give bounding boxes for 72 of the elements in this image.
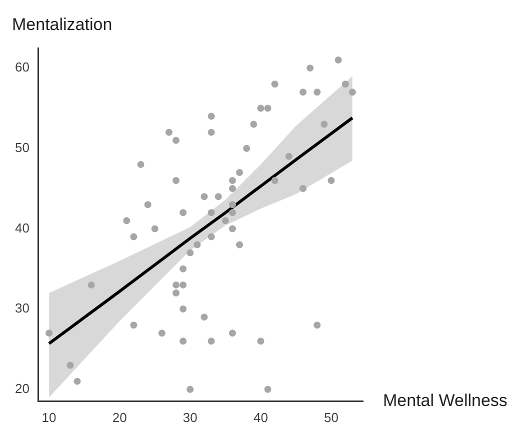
point	[250, 120, 258, 128]
point	[130, 233, 138, 240]
point	[320, 120, 328, 128]
point	[328, 177, 335, 184]
point	[264, 104, 272, 112]
y-tick-label: 60	[14, 60, 30, 75]
point	[243, 144, 250, 152]
point	[200, 314, 208, 321]
point	[314, 322, 321, 329]
y-tick-label: 20	[14, 380, 30, 396]
point	[130, 322, 138, 329]
point	[300, 185, 307, 192]
point	[208, 338, 215, 345]
point	[180, 338, 187, 345]
point	[172, 136, 180, 144]
point	[271, 177, 278, 184]
point	[228, 209, 236, 216]
point	[208, 128, 215, 136]
point	[228, 225, 236, 232]
point	[74, 378, 81, 385]
point	[334, 56, 342, 64]
point	[222, 217, 229, 224]
x-tick-label: 40	[253, 410, 268, 425]
x-tick-label: 20	[112, 410, 127, 425]
point	[186, 249, 194, 256]
point	[228, 201, 236, 208]
point	[172, 177, 180, 184]
point	[257, 104, 264, 112]
y-tick-label: 40	[14, 220, 30, 236]
point	[306, 64, 314, 72]
y-tick-label: 50	[14, 140, 30, 155]
point	[214, 193, 222, 200]
point	[158, 330, 166, 337]
point	[342, 80, 349, 88]
point	[208, 112, 215, 120]
point	[228, 185, 236, 192]
point	[180, 265, 187, 272]
point	[172, 289, 180, 296]
point	[228, 330, 236, 337]
point	[180, 281, 187, 288]
point	[194, 241, 201, 248]
point	[314, 88, 321, 96]
point	[236, 168, 244, 176]
point	[271, 80, 278, 88]
point	[300, 88, 307, 96]
point	[151, 225, 158, 232]
point	[123, 217, 130, 224]
point	[137, 160, 144, 168]
point	[172, 281, 180, 288]
point	[180, 209, 187, 216]
point	[186, 386, 194, 393]
point	[208, 233, 215, 240]
y-axis-title: Mentalization	[12, 15, 112, 34]
point	[348, 88, 356, 96]
point	[257, 338, 264, 345]
point	[236, 241, 244, 248]
point	[264, 386, 272, 393]
point	[180, 306, 187, 313]
point	[165, 128, 172, 136]
x-axis-title: Mental Wellness	[383, 391, 508, 410]
x-tick-label: 10	[42, 410, 56, 425]
point	[208, 209, 215, 216]
x-tick-label: 50	[324, 410, 338, 425]
x-tick-label: 30	[182, 410, 198, 425]
point	[200, 193, 208, 200]
point	[228, 177, 236, 184]
point	[88, 281, 95, 288]
point	[285, 152, 292, 160]
point	[144, 201, 152, 208]
y-tick-label: 30	[14, 300, 30, 316]
point	[46, 330, 53, 337]
point	[66, 362, 74, 369]
